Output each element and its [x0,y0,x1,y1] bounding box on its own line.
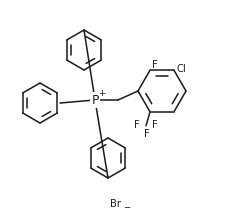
Text: Br: Br [109,199,120,209]
Text: −: − [123,203,130,211]
Text: F: F [151,120,157,130]
Text: Cl: Cl [176,64,186,74]
Text: P: P [91,94,98,107]
Text: +: + [98,89,105,97]
Text: F: F [144,129,149,139]
Text: F: F [151,60,157,70]
Text: F: F [134,120,139,130]
